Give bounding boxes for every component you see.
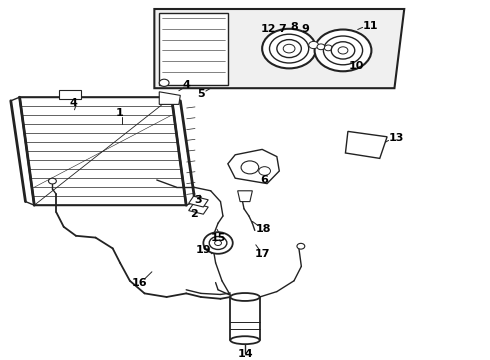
Text: 13: 13 (388, 132, 404, 143)
Text: 15: 15 (210, 233, 226, 243)
Text: 5: 5 (197, 89, 205, 99)
Polygon shape (59, 90, 81, 99)
Text: 7: 7 (278, 24, 286, 34)
Text: 18: 18 (256, 224, 271, 234)
Text: 14: 14 (237, 348, 253, 359)
Polygon shape (189, 203, 208, 214)
Circle shape (309, 41, 318, 49)
Circle shape (315, 30, 371, 71)
Circle shape (338, 47, 348, 54)
Text: 12: 12 (261, 24, 276, 34)
Polygon shape (189, 196, 208, 207)
Circle shape (324, 45, 332, 51)
Text: 17: 17 (254, 249, 270, 259)
Circle shape (215, 240, 221, 246)
Circle shape (259, 167, 270, 175)
Text: 8: 8 (290, 22, 298, 32)
Circle shape (323, 36, 363, 65)
Circle shape (49, 178, 56, 184)
Ellipse shape (230, 336, 260, 344)
Circle shape (283, 44, 295, 53)
Text: 9: 9 (301, 24, 309, 34)
Text: 6: 6 (261, 175, 269, 185)
Polygon shape (228, 149, 279, 184)
Polygon shape (154, 9, 404, 88)
Circle shape (331, 42, 355, 59)
Text: 11: 11 (362, 21, 378, 31)
Circle shape (159, 79, 169, 86)
Polygon shape (238, 191, 252, 202)
Text: 2: 2 (190, 209, 197, 219)
Ellipse shape (230, 293, 260, 301)
Text: 3: 3 (195, 195, 202, 205)
Text: 4: 4 (182, 80, 190, 90)
Polygon shape (159, 92, 180, 104)
Circle shape (262, 29, 316, 68)
Circle shape (203, 232, 233, 254)
Circle shape (297, 243, 305, 249)
Polygon shape (159, 13, 228, 85)
Text: 16: 16 (132, 278, 147, 288)
Text: 1: 1 (116, 108, 124, 118)
Circle shape (277, 40, 301, 58)
Circle shape (270, 34, 309, 63)
Circle shape (241, 161, 259, 174)
Text: 10: 10 (349, 60, 365, 71)
Polygon shape (345, 131, 387, 158)
Text: 19: 19 (196, 245, 211, 255)
Polygon shape (20, 97, 186, 205)
Text: 4: 4 (70, 98, 77, 108)
Circle shape (209, 237, 227, 249)
Circle shape (317, 44, 325, 50)
